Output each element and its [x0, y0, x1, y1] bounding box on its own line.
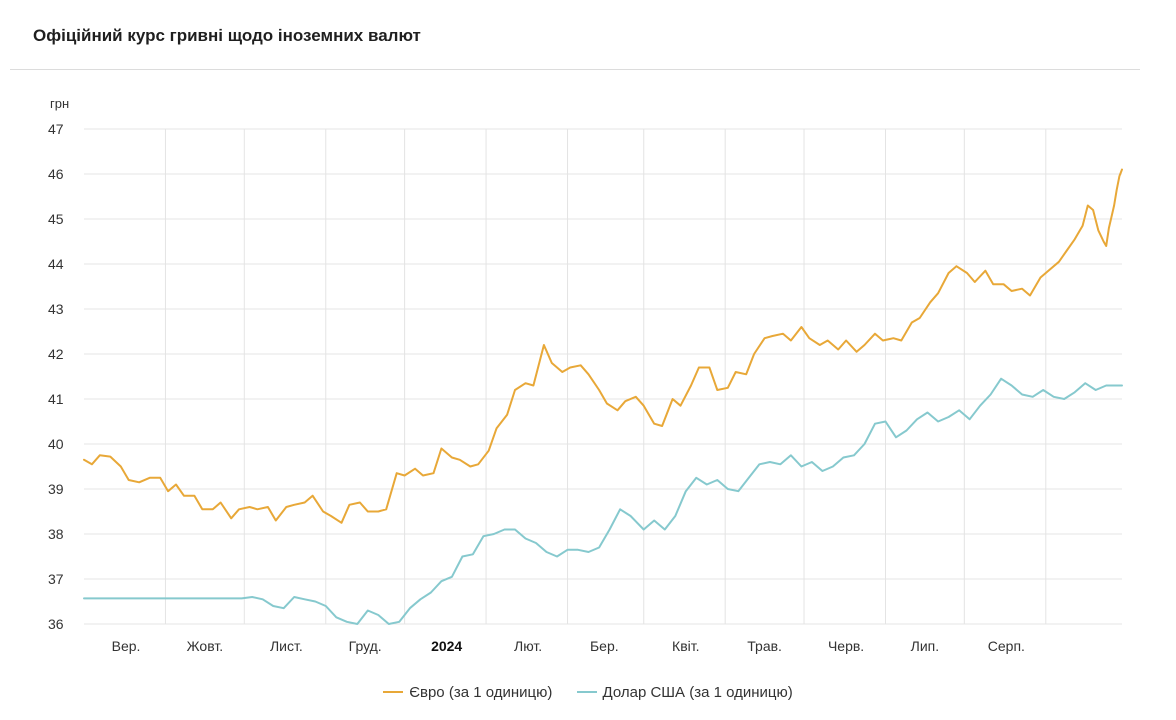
y-tick-label: 44 [48, 256, 64, 272]
legend: Євро (за 1 одиницю) Долар США (за 1 один… [0, 680, 1176, 701]
y-tick-label: 45 [48, 211, 64, 227]
legend-swatch-euro [383, 691, 404, 693]
x-tick-label: Квіт. [672, 638, 699, 654]
legend-label-usd: Долар США (за 1 одиницю) [602, 683, 793, 701]
y-tick-label: 36 [48, 616, 64, 632]
legend-label-euro: Євро (за 1 одиницю) [409, 683, 553, 701]
legend-item-euro[interactable]: Євро (за 1 одиницю) [383, 684, 552, 701]
y-tick-label: 38 [48, 526, 64, 542]
x-tick-label: Вер. [112, 638, 141, 654]
x-tick-label: Жовт. [187, 638, 223, 654]
x-tick-label: Серп. [988, 638, 1025, 654]
y-tick-label: 47 [48, 121, 64, 137]
y-tick-label: 37 [48, 571, 64, 587]
legend-swatch-usd [576, 691, 597, 693]
line-chart: 36 37 38 39 40 41 42 43 44 45 46 47 грн Вер. Жовт. Лист… [48, 96, 1123, 654]
x-tick-label: Лист. [270, 638, 303, 654]
x-tick-label: Трав. [747, 638, 782, 654]
y-tick-label: 39 [48, 481, 64, 497]
x-tick-label: Груд. [349, 638, 382, 654]
y-tick-label: 43 [48, 301, 64, 317]
x-tick-label: Черв. [828, 638, 864, 654]
x-tick-label: Бер. [590, 638, 619, 654]
title-divider [10, 69, 1140, 70]
x-tick-label: 2024 [431, 638, 462, 654]
y-axis-label: грн [50, 96, 69, 111]
x-tick-label: Лип. [911, 638, 939, 654]
y-tick-label: 42 [48, 346, 64, 362]
y-tick-label: 40 [48, 436, 64, 452]
legend-item-usd[interactable]: Долар США (за 1 одиницю) [576, 683, 793, 701]
series-line-usd [83, 377, 1123, 625]
y-tick-label: 46 [48, 166, 64, 182]
y-tick-label: 41 [48, 391, 64, 407]
x-tick-label: Лют. [514, 638, 542, 654]
chart-title: Офіційний курс гривні щодо іноземних вал… [33, 26, 421, 45]
series-line-euro [83, 168, 1123, 524]
